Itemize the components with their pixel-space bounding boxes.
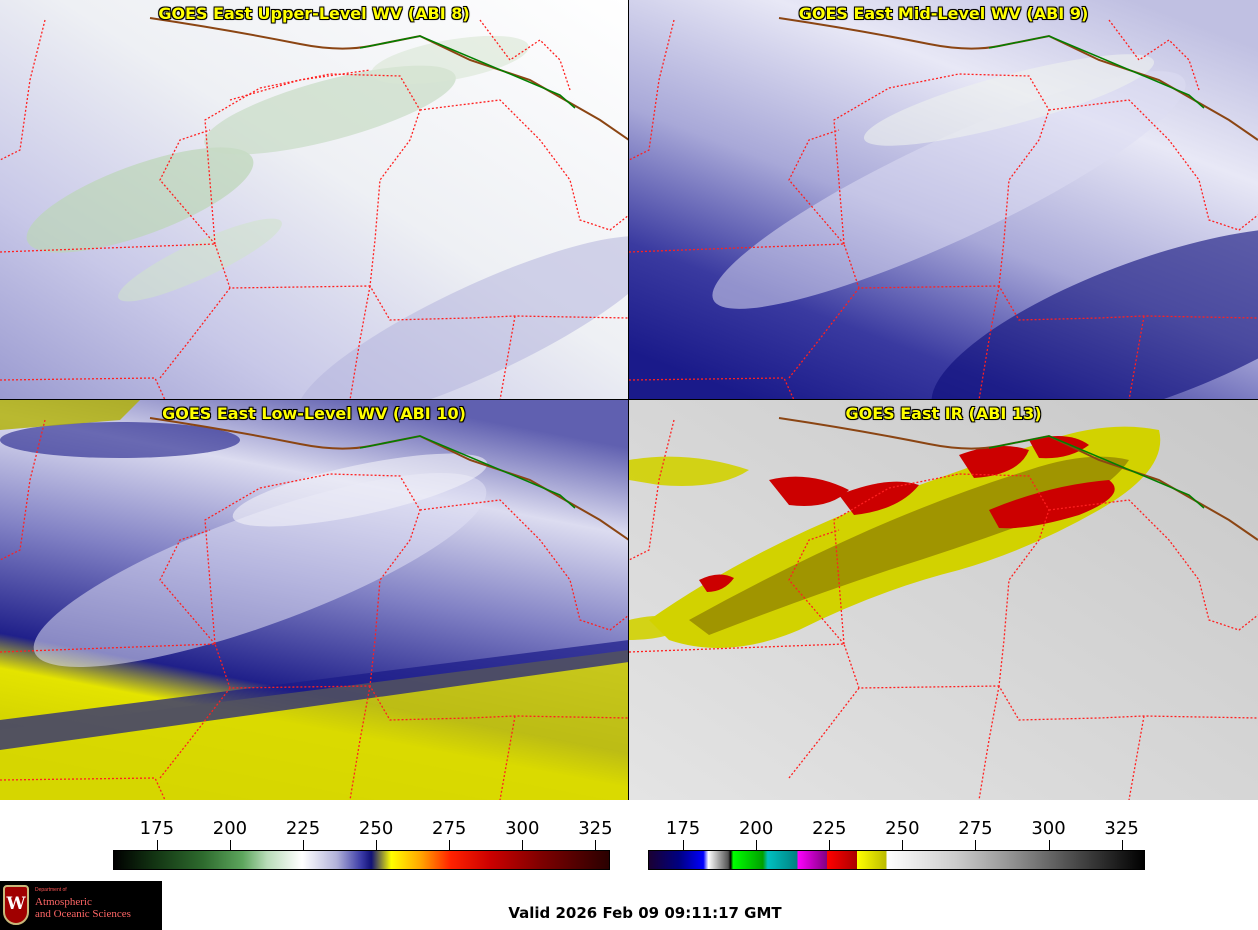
colorbar-tick-label: 250 (885, 818, 920, 839)
colorbar-tick-label: 225 (812, 818, 847, 839)
colorbar-tick-label: 325 (578, 818, 613, 839)
ir-image (629, 400, 1258, 800)
colorbar-tick (1048, 840, 1050, 850)
left-colorbar-ticks (113, 840, 610, 850)
colorbar-tick (449, 840, 451, 850)
logo-line-1: Atmospheric (35, 896, 92, 908)
valid-time: Valid 2026 Feb 09 09:11:17 GMT (508, 904, 782, 922)
colorbar-tick (595, 840, 597, 850)
colorbar-tick (156, 840, 158, 850)
upper-level-wv-image (0, 0, 628, 399)
uw-crest-icon: W (3, 885, 29, 925)
logo-line-2: and Oceanic Sciences (35, 908, 131, 920)
colorbar-tick (683, 840, 685, 850)
colorbar-tick (229, 840, 231, 850)
colorbar-tick (522, 840, 524, 850)
colorbar-tick-label: 175 (139, 818, 175, 839)
colorbar-tick-label: 300 (1031, 818, 1066, 839)
panel-mid-level-wv: GOES East Mid-Level WV (ABI 9) (629, 0, 1258, 400)
aos-logo: W Department of Atmospheric and Oceanic … (0, 881, 162, 930)
colorbar-tick-label: 275 (432, 818, 467, 839)
panel-upper-level-wv: GOES East Upper-Level WV (ABI 8) (0, 0, 629, 400)
colorbar-tick-label: 275 (958, 818, 993, 839)
colorbar-tick-label: 175 (665, 818, 701, 839)
colorbar-tick-label: 225 (285, 818, 321, 839)
panel-low-level-wv: GOES East Low-Level WV (ABI 10) (0, 400, 629, 800)
colorbar-tick-label: 300 (505, 818, 540, 839)
colorbar-tick (756, 840, 758, 850)
colorbar-tick-label: 200 (212, 818, 248, 839)
colorbar-tick (1121, 840, 1123, 850)
logo-dept-text: Department of (35, 887, 67, 893)
panel-title: GOES East Mid-Level WV (ABI 9) (798, 4, 1089, 23)
mid-level-wv-image (629, 0, 1258, 399)
panel-title: GOES East Low-Level WV (ABI 10) (162, 404, 466, 423)
low-level-wv-image (0, 400, 628, 800)
colorbar-tick-label: 325 (1104, 818, 1139, 839)
colorbar-tick (902, 840, 904, 850)
colorbar-tick-label: 200 (738, 818, 774, 839)
right-colorbar (648, 850, 1145, 870)
panel-ir: GOES East IR (ABI 13) (629, 400, 1258, 800)
left-colorbar (113, 850, 610, 870)
colorbar-tick-label: 250 (358, 818, 394, 839)
panel-title: GOES East IR (ABI 13) (845, 404, 1042, 423)
colorbar-tick (376, 840, 378, 850)
panel-title: GOES East Upper-Level WV (ABI 8) (158, 4, 470, 23)
colorbar-tick (303, 840, 305, 850)
colorbar-tick (975, 840, 977, 850)
colorbar-tick (829, 840, 831, 850)
right-colorbar-ticks (648, 840, 1145, 850)
